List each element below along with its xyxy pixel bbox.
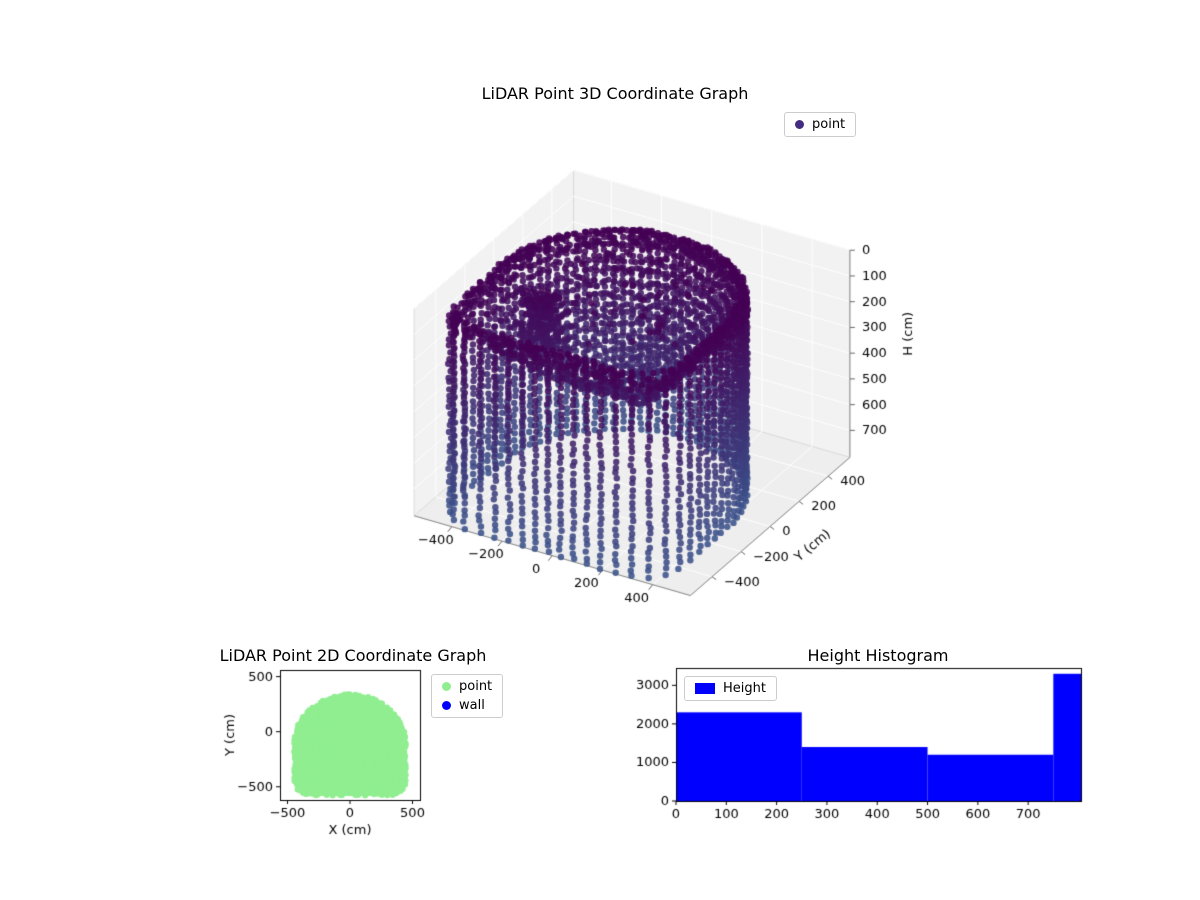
legend-entry-point-2d: point — [442, 679, 492, 694]
point-legend-label: point — [812, 117, 846, 132]
legend-entry-wall-2d: wall — [442, 698, 492, 713]
scatter3d-title: LiDAR Point 3D Coordinate Graph — [481, 84, 749, 103]
height-patch-icon — [695, 683, 715, 694]
histogram-legend: Height — [684, 676, 777, 701]
scatter2d-canvas — [215, 662, 430, 862]
height-legend-label: Height — [723, 681, 766, 696]
legend-entry-height: Height — [695, 681, 766, 696]
scatter2d-title: LiDAR Point 2D Coordinate Graph — [219, 646, 487, 665]
point-marker-icon — [795, 120, 804, 129]
wall-legend-label: wall — [459, 698, 485, 713]
scatter3d-canvas — [300, 140, 940, 640]
wall-marker-icon — [442, 701, 451, 710]
point-2d-legend-label: point — [459, 679, 493, 694]
scatter3d-legend: point — [784, 112, 857, 137]
point-2d-marker-icon — [442, 682, 451, 691]
legend-entry-point-3d: point — [795, 117, 845, 132]
scatter2d-legend: point wall — [431, 674, 504, 718]
